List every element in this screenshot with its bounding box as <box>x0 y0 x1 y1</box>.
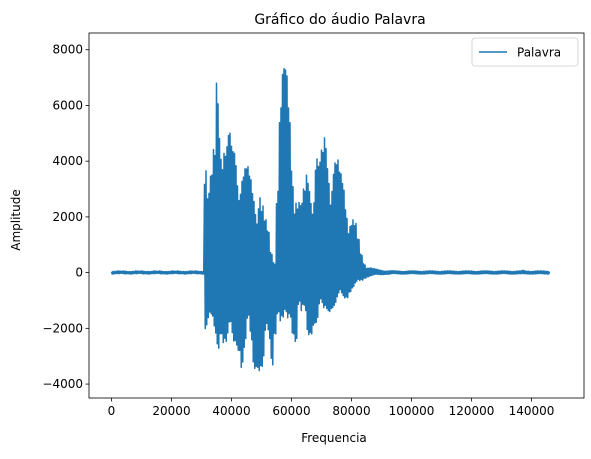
x-tick-label: 60000 <box>272 404 310 418</box>
series-line-palavra <box>110 67 551 372</box>
y-tick-label: 6000 <box>52 98 83 112</box>
legend-box <box>471 37 579 67</box>
x-axis-label: Frequencia <box>301 431 367 445</box>
plot-frame <box>88 32 585 399</box>
y-axis-label: Amplitude <box>9 189 23 251</box>
axis-ticks: 0 20000 40000 60000 80000 100000 120000 140000−… <box>42 43 554 418</box>
y-tick-label: 0 <box>75 266 83 280</box>
legend-label: Palavra <box>517 46 561 60</box>
plot-area <box>110 67 551 372</box>
chart-title: Gráfico do áudio Palavra <box>254 12 425 28</box>
legend: Palavra <box>471 37 579 67</box>
x-tick-label: 120000 <box>449 404 495 418</box>
x-tick-label: 100000 <box>389 404 435 418</box>
x-tick-label: 80000 <box>332 404 370 418</box>
x-tick-label: 0 <box>108 404 116 418</box>
y-tick-label: −2000 <box>42 321 83 335</box>
y-tick-label: 2000 <box>52 210 83 224</box>
x-tick-label: 20000 <box>152 404 190 418</box>
y-tick-label: 4000 <box>52 154 83 168</box>
y-tick-label: −4000 <box>42 377 83 391</box>
y-tick-label: 8000 <box>52 43 83 57</box>
x-tick-label: 140000 <box>509 404 555 418</box>
x-tick-label: 40000 <box>212 404 250 418</box>
